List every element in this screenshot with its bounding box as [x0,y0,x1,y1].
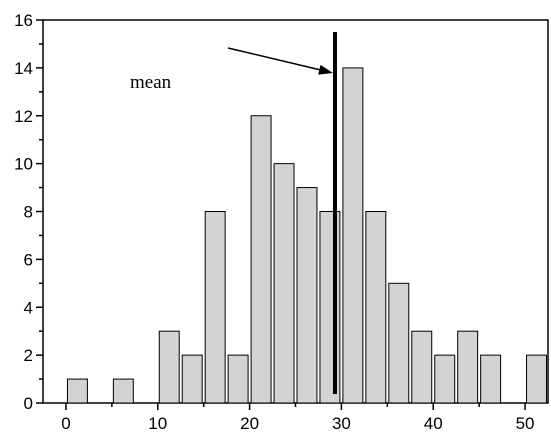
histogram-bar [434,354,456,404]
y-tick-label: 14 [14,59,33,78]
y-tick-label: 0 [24,394,33,413]
histogram-bar [204,211,226,404]
x-tick-label: 50 [516,414,535,433]
mean-arrow [227,47,326,72]
histogram-bar [365,211,387,404]
x-tick-label: 10 [148,414,167,433]
mean-arrow-head [318,64,333,75]
histogram-bar [526,354,548,404]
x-tick-label: 20 [240,414,259,433]
y-tick-label: 10 [14,155,33,174]
histogram-bar [296,187,318,404]
histogram-bar [158,330,180,404]
histogram-bar [66,378,88,404]
x-tick-label: 40 [424,414,443,433]
histogram-bar [457,330,479,404]
histogram-bars [66,67,548,404]
histogram-bar [112,378,134,404]
histogram-bar [388,282,410,404]
histogram-bar [250,115,272,404]
x-axis-ticks: 0 10 20 30 40 50 [61,403,535,433]
x-tick-label: 0 [61,414,70,433]
histogram-bar [273,163,295,404]
mean-annotation-label: mean [130,72,172,93]
x-tick-label: 30 [332,414,351,433]
y-tick-label: 6 [24,250,33,269]
histogram-bar [342,67,364,404]
y-tick-label: 12 [14,107,33,126]
y-tick-label: 2 [24,346,33,365]
y-axis-ticks: 0 2 4 6 8 10 12 14 16 [14,11,43,413]
histogram-bar [411,330,433,404]
y-tick-label: 16 [14,11,33,30]
y-tick-label: 8 [24,203,33,222]
histogram-bar [480,354,502,404]
y-tick-label: 4 [24,298,33,317]
histogram-bar [227,354,249,404]
histogram-bar [181,354,203,404]
